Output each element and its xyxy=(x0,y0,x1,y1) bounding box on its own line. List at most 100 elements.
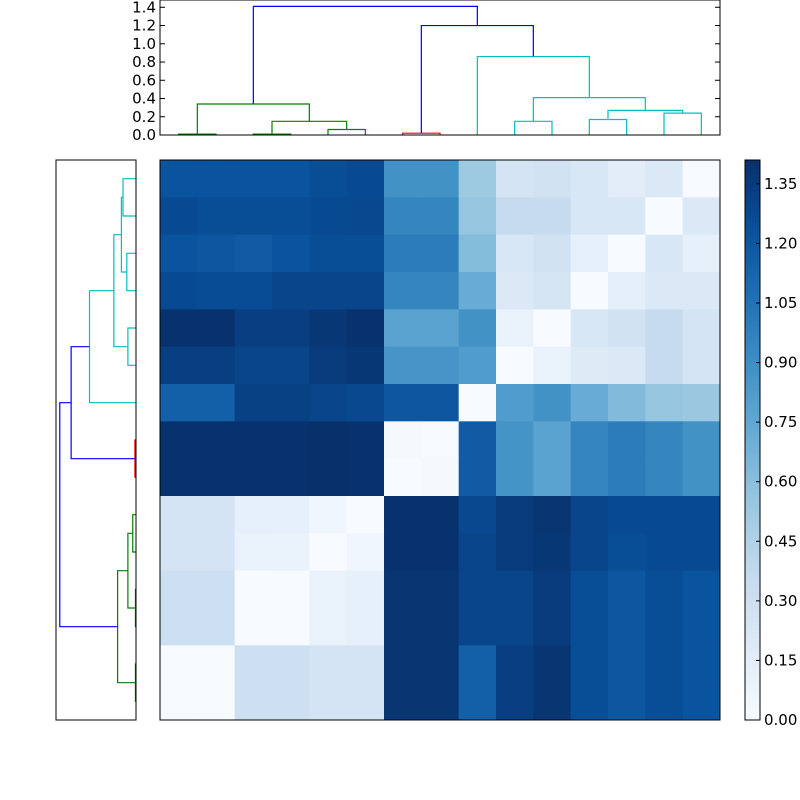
heatmap-cell xyxy=(496,645,534,684)
heatmap-cell xyxy=(458,272,497,310)
heatmap-cell xyxy=(421,570,460,609)
heatmap-cell xyxy=(272,421,310,460)
heatmap-cell xyxy=(272,384,310,422)
heatmap-cell xyxy=(533,160,572,198)
heatmap-cell xyxy=(570,234,609,273)
heatmap-cell xyxy=(234,234,273,273)
heatmap-cell xyxy=(645,570,684,609)
heatmap-cell xyxy=(645,496,684,534)
heatmap-cell xyxy=(160,160,198,198)
y-tick-label: 0.4 xyxy=(132,90,156,108)
heatmap-cell xyxy=(272,682,310,721)
heatmap-cell xyxy=(197,533,236,572)
dendrogram-link xyxy=(196,103,310,135)
heatmap-cell xyxy=(346,309,385,348)
heatmap-cell xyxy=(533,421,572,460)
heatmap-cell xyxy=(608,384,646,422)
column-dendrogram-frame xyxy=(159,0,721,136)
heatmap-cell xyxy=(234,533,273,572)
heatmap-cell xyxy=(608,234,646,273)
heatmap-cell xyxy=(496,234,534,273)
dendrogram-link xyxy=(120,196,127,273)
colorbar-tick-label: 0.90 xyxy=(764,354,797,372)
heatmap-cell xyxy=(496,346,534,385)
heatmap-cell xyxy=(272,346,310,385)
heatmap-cell xyxy=(272,608,310,646)
dendrogram-link xyxy=(663,112,702,135)
heatmap-cell xyxy=(160,570,198,609)
heatmap-cell xyxy=(346,160,385,198)
heatmap-cell xyxy=(346,272,385,310)
dendrogram-link xyxy=(532,97,646,122)
heatmap-cell xyxy=(608,272,646,310)
heatmap-cell xyxy=(160,458,198,497)
heatmap-cell xyxy=(682,234,721,273)
heatmap-cell xyxy=(234,682,273,721)
heatmap-cell xyxy=(608,197,646,236)
dendrogram-link xyxy=(476,55,590,135)
colorbar-tick-label: 0.30 xyxy=(764,592,797,610)
heatmap-cell xyxy=(682,645,721,684)
heatmap-cell xyxy=(309,608,348,646)
heatmap-cell xyxy=(533,272,572,310)
heatmap-cell xyxy=(160,421,198,460)
heatmap-cell xyxy=(645,160,684,198)
heatmap-cell xyxy=(496,384,534,422)
heatmap-cell xyxy=(496,570,534,609)
heatmap-cell xyxy=(645,533,684,572)
heatmap-cell xyxy=(309,645,348,684)
heatmap-cell xyxy=(160,234,198,273)
heatmap-cell xyxy=(346,682,385,721)
heatmap-cell xyxy=(160,645,198,684)
dendrogram-link xyxy=(122,178,136,217)
heatmap-cell xyxy=(608,645,646,684)
heatmap-cell xyxy=(645,309,684,348)
heatmap-cell xyxy=(421,645,460,684)
heatmap-cell xyxy=(682,682,721,721)
heatmap-cell xyxy=(384,682,422,721)
dendrogram-link xyxy=(252,5,478,104)
heatmap-cell xyxy=(570,645,609,684)
colorbar-tick-label: 0.00 xyxy=(764,711,797,729)
heatmap-cell xyxy=(570,421,609,460)
heatmap-cell xyxy=(533,682,572,721)
heatmap-cell xyxy=(682,309,721,348)
heatmap-cell xyxy=(197,458,236,497)
heatmap-cell xyxy=(645,384,684,422)
dendrogram-link xyxy=(607,109,684,120)
heatmap-cell xyxy=(384,458,422,497)
y-tick-label: 1.0 xyxy=(132,35,156,53)
heatmap-cell xyxy=(272,458,310,497)
heatmap-cell xyxy=(346,533,385,572)
heatmap-cell xyxy=(234,570,273,609)
heatmap-cell xyxy=(608,608,646,646)
row-dendrogram-frame xyxy=(55,159,137,721)
dendrogram-link xyxy=(127,532,136,609)
heatmap-cell xyxy=(458,234,497,273)
y-tick-label: 1.4 xyxy=(132,0,156,16)
heatmap-cell xyxy=(645,234,684,273)
heatmap-cell xyxy=(309,458,348,497)
heatmap-cell xyxy=(197,309,236,348)
heatmap-cell xyxy=(197,197,236,236)
heatmap-cell xyxy=(608,458,646,497)
heatmap-cell xyxy=(496,272,534,310)
heatmap-cell xyxy=(197,570,236,609)
heatmap-cell xyxy=(384,384,422,422)
heatmap-cell xyxy=(533,496,572,534)
heatmap-cell xyxy=(272,309,310,348)
heatmap-cell xyxy=(645,645,684,684)
heatmap-cell xyxy=(682,570,721,609)
heatmap-cell xyxy=(421,234,460,273)
heatmap-cell xyxy=(608,570,646,609)
heatmap-cell xyxy=(645,682,684,721)
heatmap-cell xyxy=(458,346,497,385)
heatmap-cell xyxy=(272,272,310,310)
heatmap-cell xyxy=(458,384,497,422)
dendrogram-link xyxy=(514,120,553,135)
heatmap-cell xyxy=(234,197,273,236)
colorbar-tick-label: 0.60 xyxy=(764,473,797,491)
heatmap-cell xyxy=(421,496,460,534)
colorbar: 0.00 0.15 0.30 0.45 0.60 0.75 0.90 1.05 1.20 1.35 xyxy=(744,159,797,729)
